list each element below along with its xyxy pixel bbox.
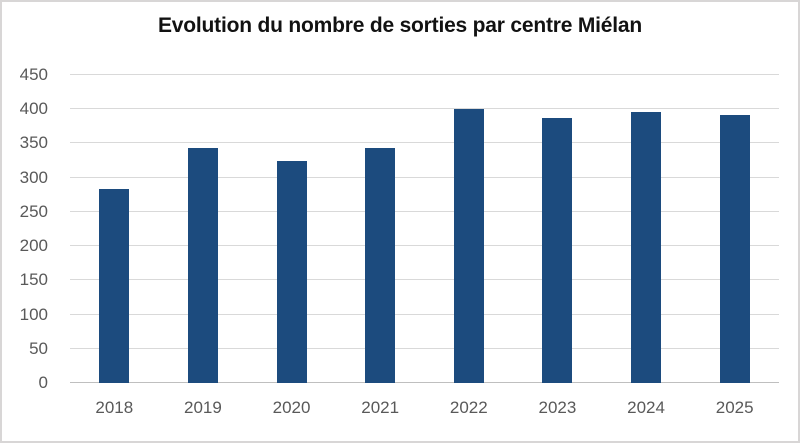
gridline xyxy=(70,210,779,212)
bar-2024 xyxy=(631,111,662,383)
bar-2019 xyxy=(187,148,218,383)
y-tick-label: 400 xyxy=(19,99,48,119)
y-tick-label: 100 xyxy=(19,304,48,324)
bar-2025 xyxy=(719,114,750,383)
y-tick-label: 300 xyxy=(19,167,48,187)
bar-2022 xyxy=(453,108,484,383)
gridline xyxy=(70,142,779,144)
bar-2020 xyxy=(276,161,307,383)
x-tick-label: 2018 xyxy=(95,398,134,417)
plot-area xyxy=(70,74,779,383)
gridline xyxy=(70,347,779,349)
gridline xyxy=(70,108,779,110)
y-axis: 0 50 100 150 200 250 300 350 400 450 xyxy=(2,2,48,441)
y-tick-label: 350 xyxy=(19,133,48,153)
gridline xyxy=(70,313,779,315)
x-tick-label: 2022 xyxy=(449,398,488,417)
x-axis-line xyxy=(70,382,779,383)
bar-2023 xyxy=(542,118,573,383)
gridline xyxy=(70,245,779,247)
y-tick-label: 150 xyxy=(19,270,48,290)
bar-2021 xyxy=(365,147,396,383)
chart-title: Evolution du nombre de sorties par centr… xyxy=(158,14,642,37)
gridline xyxy=(70,279,779,281)
x-tick-label: 2024 xyxy=(627,398,665,417)
x-tick-label: 2020 xyxy=(272,398,311,417)
gridline xyxy=(70,176,779,178)
gridline xyxy=(70,74,779,75)
x-tick-label: 2025 xyxy=(715,398,754,417)
y-tick-label: 250 xyxy=(19,201,48,221)
x-tick-label: 2019 xyxy=(184,398,222,417)
y-tick-label: 450 xyxy=(19,65,48,84)
x-tick-label: 2023 xyxy=(538,398,577,417)
bar-2018 xyxy=(99,189,130,383)
y-tick-label: 200 xyxy=(19,236,48,256)
x-axis: 2018 2019 2020 2021 2022 2023 2024 2025 xyxy=(70,397,779,423)
x-tick-label: 2021 xyxy=(361,398,400,417)
y-tick-label: 50 xyxy=(29,338,48,358)
y-tick-label: 0 xyxy=(38,373,48,392)
